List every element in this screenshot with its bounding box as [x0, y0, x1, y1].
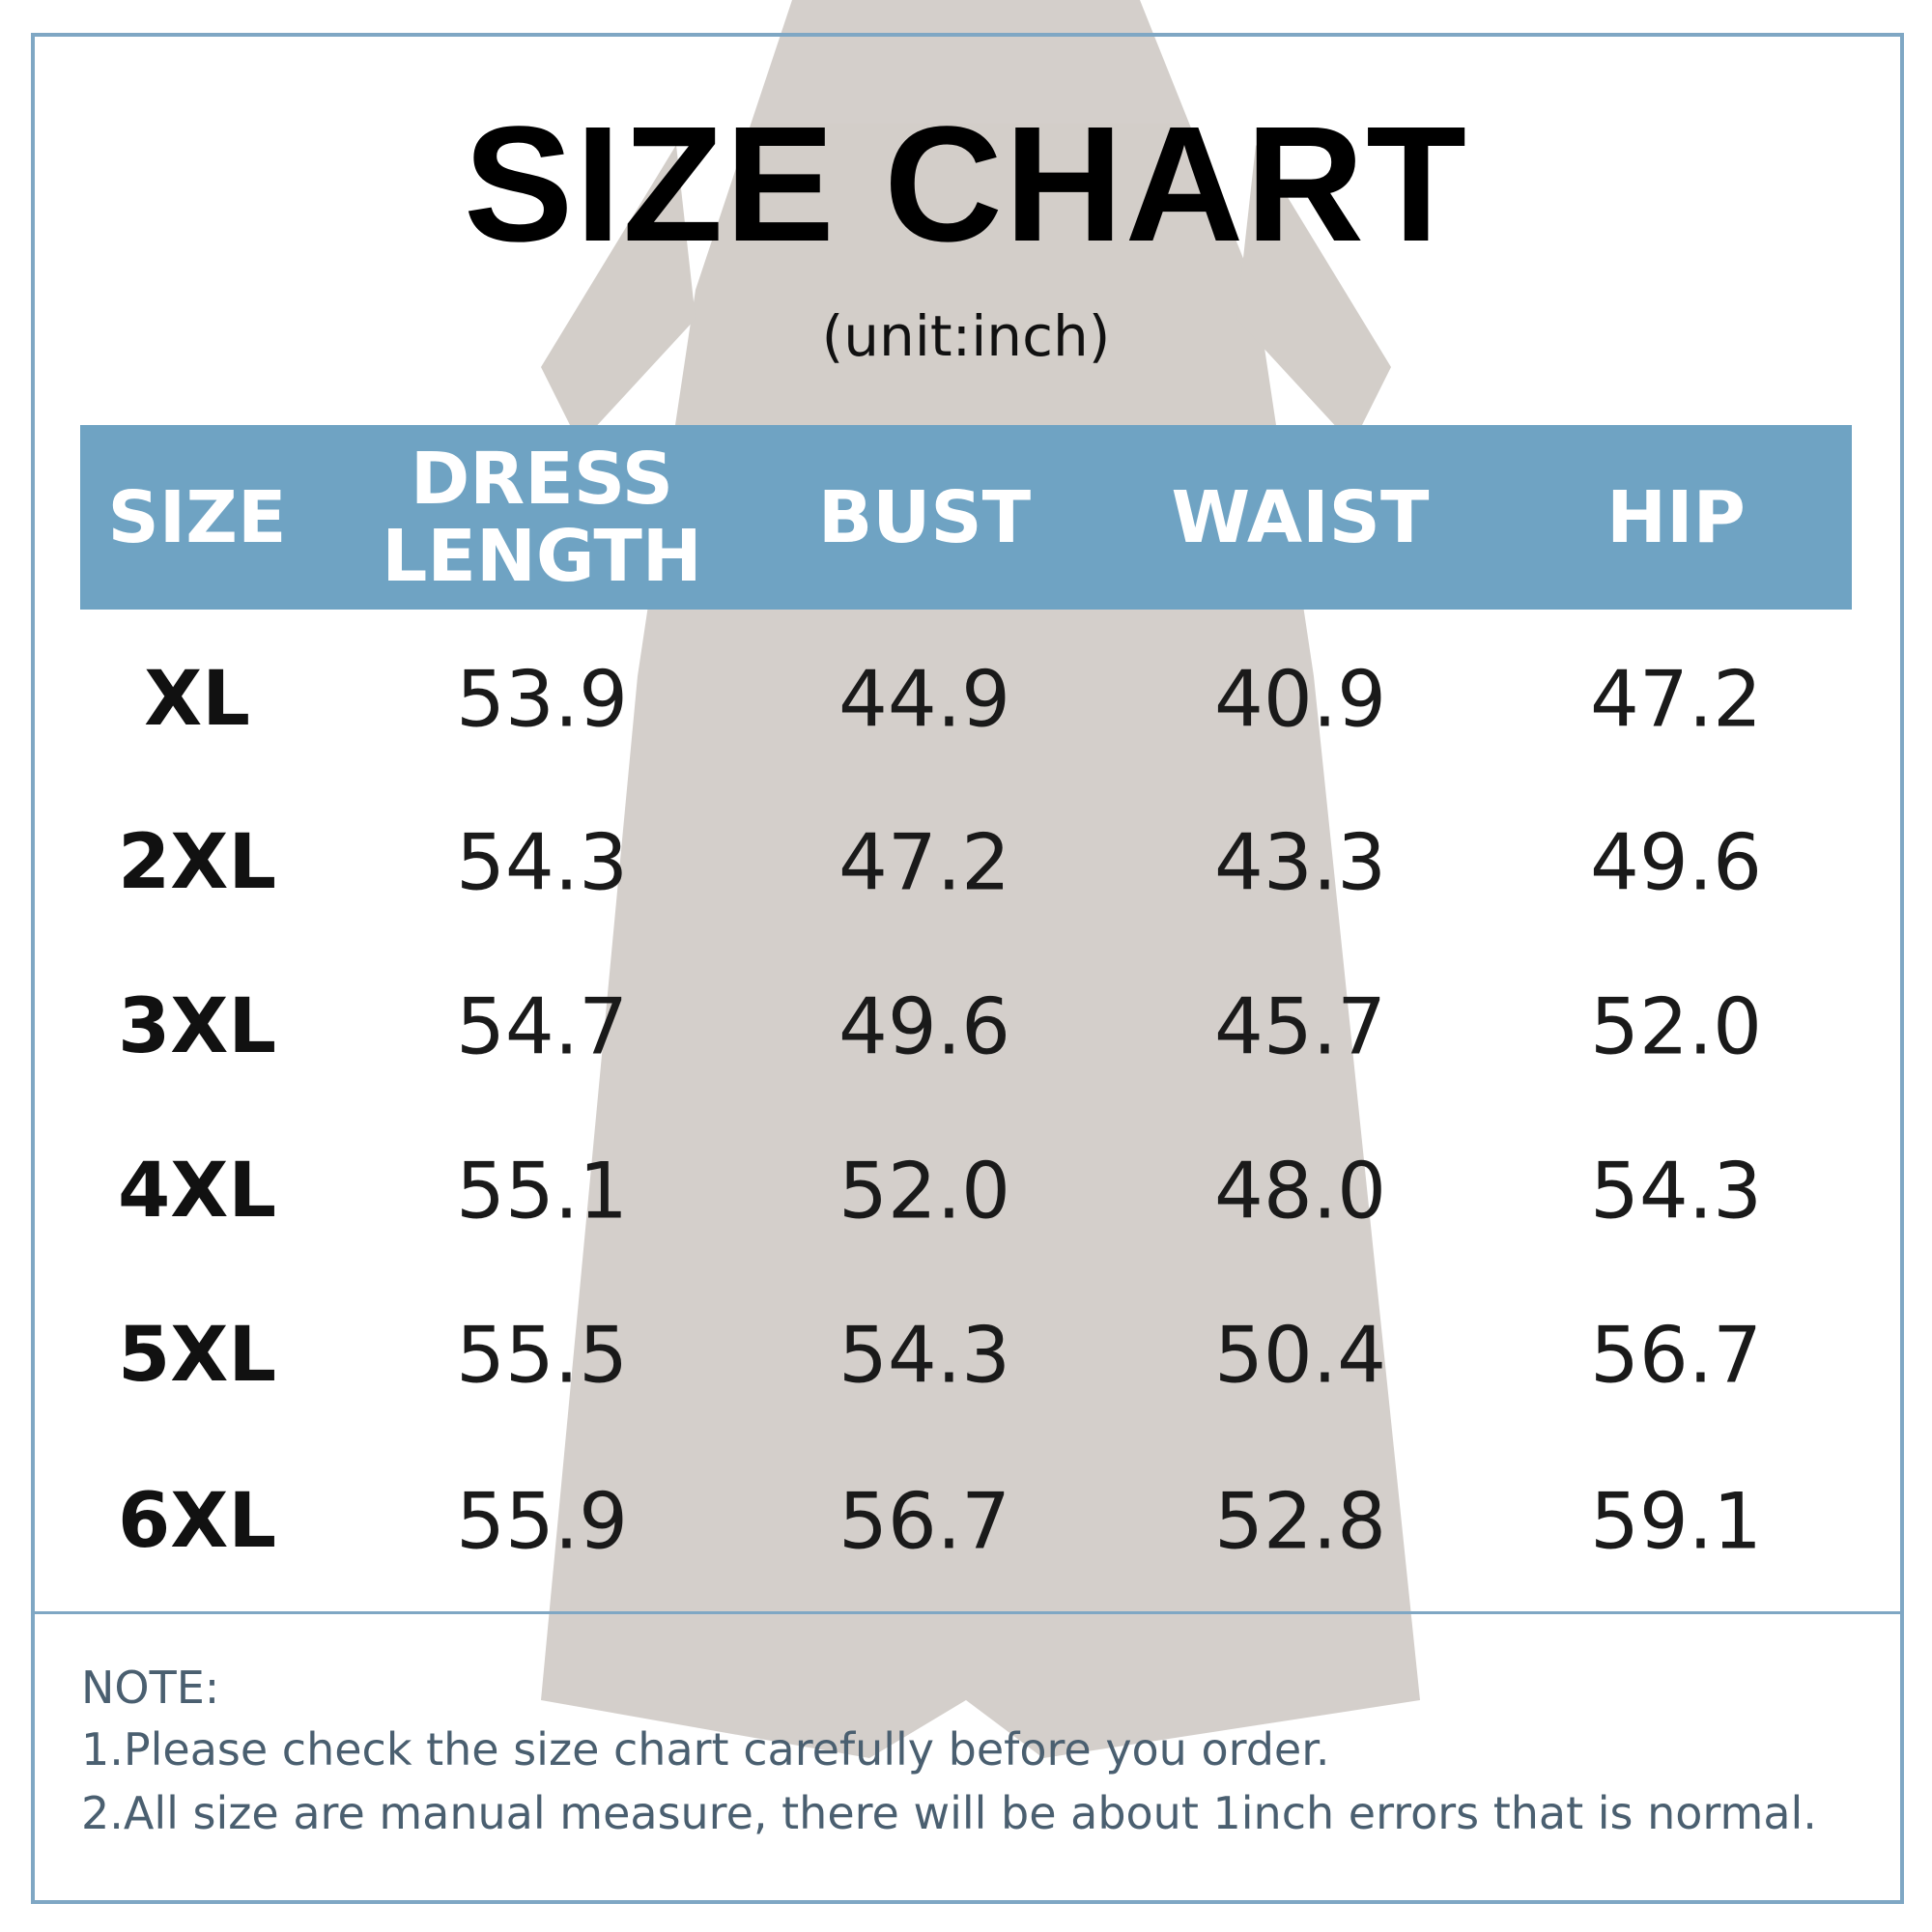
size-label: 2XL [117, 819, 277, 906]
column-header: HIP [1606, 479, 1746, 556]
cell-value: 50.4 [1213, 1310, 1387, 1401]
cell-value: 44.9 [838, 654, 1011, 745]
cell-value: 54.3 [838, 1310, 1011, 1401]
size-label: 6XL [117, 1478, 277, 1565]
column-header-line: SIZE [107, 476, 287, 559]
column-header-line: DRESS [410, 438, 674, 521]
header-band [80, 425, 1852, 610]
cell-value: 54.3 [1589, 1146, 1763, 1236]
size-label: XL [144, 656, 250, 743]
frame [31, 33, 1904, 1904]
note-label: NOTE: [81, 1662, 220, 1714]
cell-value: 59.1 [1589, 1476, 1763, 1567]
cell-value: 49.6 [1589, 817, 1763, 908]
divider [31, 1611, 1900, 1614]
column-header: SIZE [107, 479, 286, 556]
size-label: 5XL [117, 1312, 277, 1399]
cell-value: 55.5 [455, 1310, 629, 1401]
cell-value: 43.3 [1213, 817, 1387, 908]
cell-value: 54.3 [455, 817, 629, 908]
cell-value: 52.0 [838, 1146, 1011, 1236]
column-header-line: HIP [1606, 476, 1746, 559]
cell-value: 45.7 [1213, 981, 1387, 1072]
cell-value: 40.9 [1213, 654, 1387, 745]
column-header-line: BUST [817, 476, 1032, 559]
cell-value: 53.9 [455, 654, 629, 745]
cell-value: 47.2 [1589, 654, 1763, 745]
cell-value: 52.8 [1213, 1476, 1387, 1567]
column-header: DRESS LENGTH [382, 440, 701, 595]
cell-value: 55.1 [455, 1146, 629, 1236]
size-label: 3XL [117, 983, 277, 1070]
column-header-line: LENGTH [382, 515, 702, 598]
cell-value: 55.9 [455, 1476, 629, 1567]
cell-value: 48.0 [1213, 1146, 1387, 1236]
cell-value: 47.2 [838, 817, 1011, 908]
column-header-line: WAIST [1171, 476, 1430, 559]
title: SIZE CHART [464, 93, 1468, 276]
note-line: 1.Please check the size chart carefully … [81, 1723, 1330, 1776]
cell-value: 52.0 [1589, 981, 1763, 1072]
cell-value: 49.6 [838, 981, 1011, 1072]
subtitle: (unit:inch) [821, 303, 1111, 369]
size-label: 4XL [117, 1148, 277, 1235]
column-header: BUST [818, 479, 1031, 556]
note-line: 2.All size are manual measure, there wil… [81, 1787, 1817, 1839]
column-header: WAIST [1172, 479, 1430, 556]
cell-value: 56.7 [838, 1476, 1011, 1567]
cell-value: 54.7 [455, 981, 629, 1072]
cell-value: 56.7 [1589, 1310, 1763, 1401]
